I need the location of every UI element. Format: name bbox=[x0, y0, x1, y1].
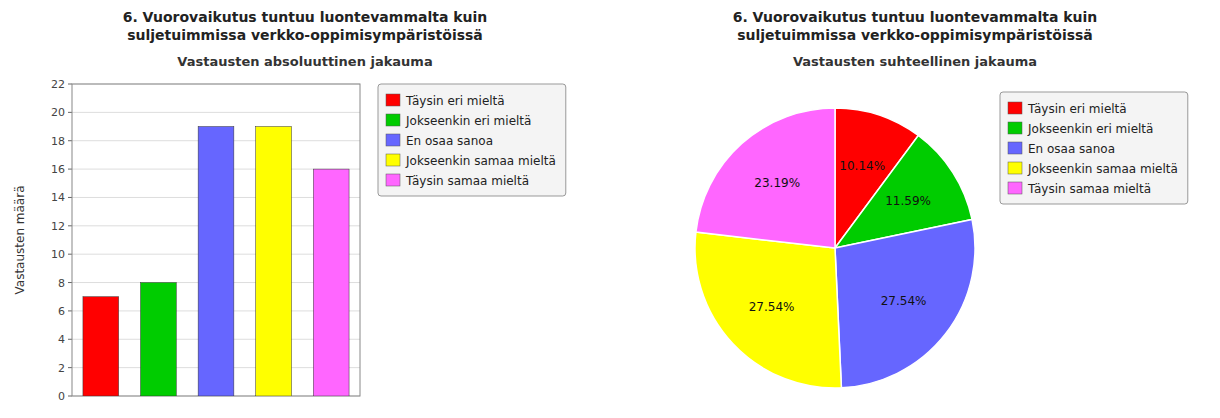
tick-mark bbox=[68, 169, 72, 170]
tick-mark bbox=[68, 339, 72, 340]
data-label: 11.59% bbox=[885, 194, 931, 208]
legend-label: Täysin samaa mieltä bbox=[405, 174, 529, 188]
tick-label: 2 bbox=[58, 362, 65, 375]
tick-label: 16 bbox=[51, 163, 65, 176]
tick-label: 8 bbox=[58, 277, 65, 290]
tick-label: 10 bbox=[51, 248, 65, 261]
legend-swatch bbox=[1008, 102, 1022, 114]
data-label: 27.54% bbox=[881, 294, 927, 308]
legend-swatch bbox=[386, 174, 400, 186]
tick-label: 14 bbox=[51, 191, 65, 204]
tick-label: 0 bbox=[58, 390, 65, 403]
tick-mark bbox=[68, 112, 72, 113]
bar bbox=[141, 283, 177, 396]
title-line: 6. Vuorovaikutus tuntuu luontevammalta k… bbox=[123, 9, 488, 25]
tick-label: 12 bbox=[51, 220, 65, 233]
pie bbox=[695, 108, 975, 388]
title: 6. Vuorovaikutus tuntuu luontevammalta k… bbox=[733, 9, 1098, 43]
chart-canvas: 6. Vuorovaikutus tuntuu luontevammalta k… bbox=[0, 0, 1220, 418]
legend-label: Täysin eri mieltä bbox=[405, 94, 505, 108]
data-label: 23.19% bbox=[754, 176, 800, 190]
legend-swatch bbox=[386, 134, 400, 146]
bar bbox=[256, 127, 292, 396]
title-line: suljetuimmissa verkko-oppimisympäristöis… bbox=[127, 27, 483, 43]
legend-box bbox=[378, 84, 566, 196]
legend-swatch bbox=[386, 154, 400, 166]
pie-labels: 10.14% 11.59% 27.54% 27.54% 23.19% bbox=[749, 159, 931, 315]
legend-swatch bbox=[386, 114, 400, 126]
pie-slice bbox=[696, 108, 835, 248]
tick-mark bbox=[68, 282, 72, 283]
tick-label: 20 bbox=[51, 106, 65, 119]
y-axis-label: Vastausten määrä bbox=[13, 186, 27, 295]
legend-swatch bbox=[386, 94, 400, 106]
data-label: 27.54% bbox=[749, 300, 795, 314]
data-label: 10.14% bbox=[839, 159, 885, 173]
tick-mark bbox=[68, 197, 72, 198]
bar bbox=[313, 169, 349, 396]
legend-label: Jokseenkin samaa mieltä bbox=[405, 154, 556, 168]
tick-mark bbox=[68, 254, 72, 255]
legend-box bbox=[1000, 92, 1188, 204]
subtitle: Vastausten absoluuttinen jakauma bbox=[177, 54, 432, 69]
tick-mark bbox=[68, 367, 72, 368]
grid-line bbox=[72, 112, 360, 113]
y-axis: 0 2 4 6 8 10 12 14 16 18 20 22 bbox=[51, 78, 360, 403]
pie-slice bbox=[695, 232, 841, 388]
legend-label: Täysin samaa mieltä bbox=[1027, 182, 1151, 196]
title-line: 6. Vuorovaikutus tuntuu luontevammalta k… bbox=[733, 9, 1098, 25]
legend-swatch bbox=[1008, 122, 1022, 134]
legend-swatch bbox=[1008, 142, 1022, 154]
subtitle: Vastausten suhteellinen jakauma bbox=[793, 54, 1037, 69]
tick-mark bbox=[68, 396, 72, 397]
title: 6. Vuorovaikutus tuntuu luontevammalta k… bbox=[123, 9, 488, 43]
tick-label: 18 bbox=[51, 135, 65, 148]
plot-frame bbox=[72, 84, 360, 396]
legend-label: Jokseenkin samaa mieltä bbox=[1027, 162, 1178, 176]
legend-label: Jokseenkin eri mieltä bbox=[405, 114, 531, 128]
tick-mark bbox=[68, 84, 72, 85]
tick-label: 4 bbox=[58, 333, 65, 346]
legend-label: En osaa sanoa bbox=[406, 134, 493, 148]
bar bbox=[83, 297, 119, 396]
pie-slice bbox=[835, 219, 975, 387]
legend-swatch bbox=[1008, 182, 1022, 194]
tick-mark bbox=[68, 310, 72, 311]
legend-swatch bbox=[1008, 162, 1022, 174]
legend: Täysin eri mieltä Jokseenkin eri mieltä En… bbox=[378, 84, 566, 196]
tick-label: 22 bbox=[51, 78, 65, 91]
tick-mark bbox=[68, 140, 72, 141]
title-line: suljetuimmissa verkko-oppimisympäristöis… bbox=[737, 27, 1093, 43]
legend-label: Täysin eri mieltä bbox=[1027, 102, 1127, 116]
tick-mark bbox=[68, 225, 72, 226]
legend-label: En osaa sanoa bbox=[1028, 142, 1115, 156]
bars bbox=[83, 127, 349, 396]
legend: Täysin eri mieltä Jokseenkin eri mieltä En… bbox=[1000, 92, 1188, 204]
bar bbox=[198, 127, 234, 396]
tick-label: 6 bbox=[58, 305, 65, 318]
legend-label: Jokseenkin eri mieltä bbox=[1027, 122, 1153, 136]
